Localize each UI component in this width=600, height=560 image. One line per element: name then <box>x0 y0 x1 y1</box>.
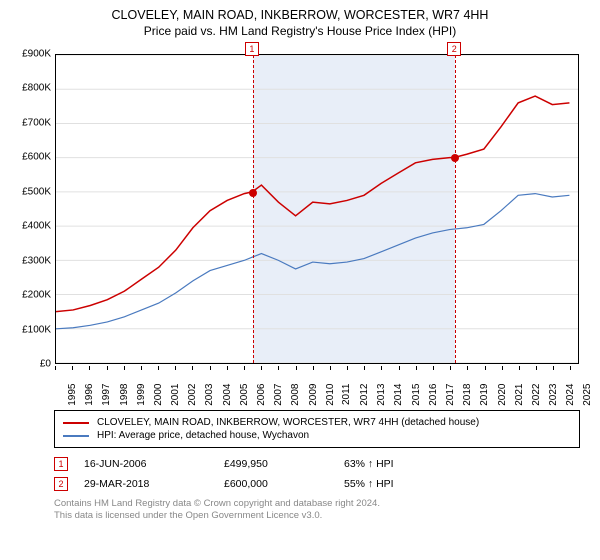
y-tick-label: £200K <box>22 290 51 301</box>
x-tick-label: 2014 <box>393 384 404 406</box>
x-tick-label: 2015 <box>410 384 421 406</box>
sale-date: 16-JUN-2006 <box>84 458 224 470</box>
x-tick-label: 2024 <box>565 384 576 406</box>
x-tick-label: 1999 <box>135 384 146 406</box>
y-tick-label: £400K <box>22 221 51 232</box>
sales-table: 1 16-JUN-2006£499,95063% ↑ HPI 2 29-MAR-201… <box>54 454 580 494</box>
sale-pct: 55% ↑ HPI <box>344 478 504 490</box>
x-tick-label: 2000 <box>153 384 164 406</box>
title-block: CLOVELEY, MAIN ROAD, INKBERROW, WORCESTE… <box>10 8 590 38</box>
x-tick-label: 2020 <box>496 384 507 406</box>
sale-point-1 <box>249 189 257 197</box>
sale-index-box: 2 <box>54 477 68 491</box>
x-tick-label: 2006 <box>256 384 267 406</box>
y-axis-labels: £0£100K£200K£300K£400K£500K£600K£700K£80… <box>11 54 53 364</box>
x-tick-label: 2022 <box>531 384 542 406</box>
y-tick-label: £100K <box>22 324 51 335</box>
x-tick-label: 2005 <box>239 384 250 406</box>
title-main: CLOVELEY, MAIN ROAD, INKBERROW, WORCESTE… <box>10 8 590 22</box>
x-tick-label: 1997 <box>101 384 112 406</box>
sale-point-2 <box>451 154 459 162</box>
sale-index-box: 1 <box>54 457 68 471</box>
x-tick-label: 2018 <box>462 384 473 406</box>
x-tick-label: 2001 <box>170 384 181 406</box>
title-sub: Price paid vs. HM Land Registry's House … <box>10 24 590 38</box>
x-tick-label: 2013 <box>376 384 387 406</box>
sale-price: £600,000 <box>224 478 344 490</box>
x-tick-label: 2023 <box>548 384 559 406</box>
y-tick-label: £600K <box>22 152 51 163</box>
sale-date: 29-MAR-2018 <box>84 478 224 490</box>
y-tick-label: £300K <box>22 255 51 266</box>
x-tick-label: 2004 <box>221 384 232 406</box>
y-tick-label: £0 <box>40 359 51 370</box>
legend: CLOVELEY, MAIN ROAD, INKBERROW, WORCESTE… <box>54 410 580 448</box>
x-tick-label: 1995 <box>67 384 78 406</box>
x-tick-label: 2003 <box>204 384 215 406</box>
x-tick-label: 2016 <box>428 384 439 406</box>
y-tick-label: £900K <box>22 49 51 60</box>
x-tick-label: 2002 <box>187 384 198 406</box>
x-tick-label: 2019 <box>479 384 490 406</box>
footnote-line1: Contains HM Land Registry data © Crown c… <box>54 498 580 510</box>
x-tick-label: 2017 <box>445 384 456 406</box>
footnote-line2: This data is licensed under the Open Gov… <box>54 510 580 522</box>
y-tick-label: £500K <box>22 186 51 197</box>
line-paths <box>56 55 578 363</box>
sale-pct: 63% ↑ HPI <box>344 458 504 470</box>
legend-swatch <box>63 422 89 424</box>
sale-marker-1: 1 <box>245 42 259 56</box>
x-tick-label: 1998 <box>118 384 129 406</box>
sale-marker-2: 2 <box>447 42 461 56</box>
legend-swatch <box>63 435 89 437</box>
chart-container: CLOVELEY, MAIN ROAD, INKBERROW, WORCESTE… <box>0 0 600 522</box>
x-tick-label: 2008 <box>290 384 301 406</box>
sale-row: 1 16-JUN-2006£499,95063% ↑ HPI <box>54 454 580 474</box>
x-tick-label: 2009 <box>307 384 318 406</box>
sale-row: 2 29-MAR-2018£600,00055% ↑ HPI <box>54 474 580 494</box>
sale-price: £499,950 <box>224 458 344 470</box>
x-tick-label: 1996 <box>84 384 95 406</box>
chart-area: £0 £100K £200K £300K £400K £500K £600K £700K £80… <box>11 46 589 406</box>
x-tick-label: 2010 <box>324 384 335 406</box>
x-tick-label: 2012 <box>359 384 370 406</box>
x-axis-labels: 1995 1996 1997 1998 1999 2000 2001 2002 2003 2004… <box>55 366 579 406</box>
y-tick-label: £800K <box>22 83 51 94</box>
legend-label: CLOVELEY, MAIN ROAD, INKBERROW, WORCESTE… <box>97 417 479 428</box>
x-tick-label: 2011 <box>341 384 352 406</box>
y-tick-label: £700K <box>22 117 51 128</box>
legend-item: CLOVELEY, MAIN ROAD, INKBERROW, WORCESTE… <box>63 417 571 428</box>
x-tick-label: 2025 <box>582 384 593 406</box>
x-tick-label: 2007 <box>273 384 284 406</box>
x-tick-label: 2021 <box>513 384 524 406</box>
footnote: Contains HM Land Registry data © Crown c… <box>54 498 580 522</box>
plot-area <box>55 54 579 364</box>
legend-label: HPI: Average price, detached house, Wych… <box>97 430 309 441</box>
legend-item: HPI: Average price, detached house, Wych… <box>63 430 571 441</box>
